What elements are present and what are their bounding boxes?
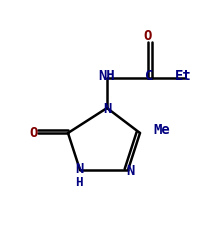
Text: C: C <box>145 69 153 83</box>
Text: O: O <box>30 126 38 140</box>
Text: H: H <box>75 176 83 189</box>
Text: Et: Et <box>175 69 191 83</box>
Text: Me: Me <box>154 123 170 137</box>
Text: N: N <box>75 162 83 176</box>
Text: O: O <box>144 29 152 43</box>
Text: NH: NH <box>99 69 115 83</box>
Text: N: N <box>103 102 111 116</box>
Text: N: N <box>126 164 134 178</box>
